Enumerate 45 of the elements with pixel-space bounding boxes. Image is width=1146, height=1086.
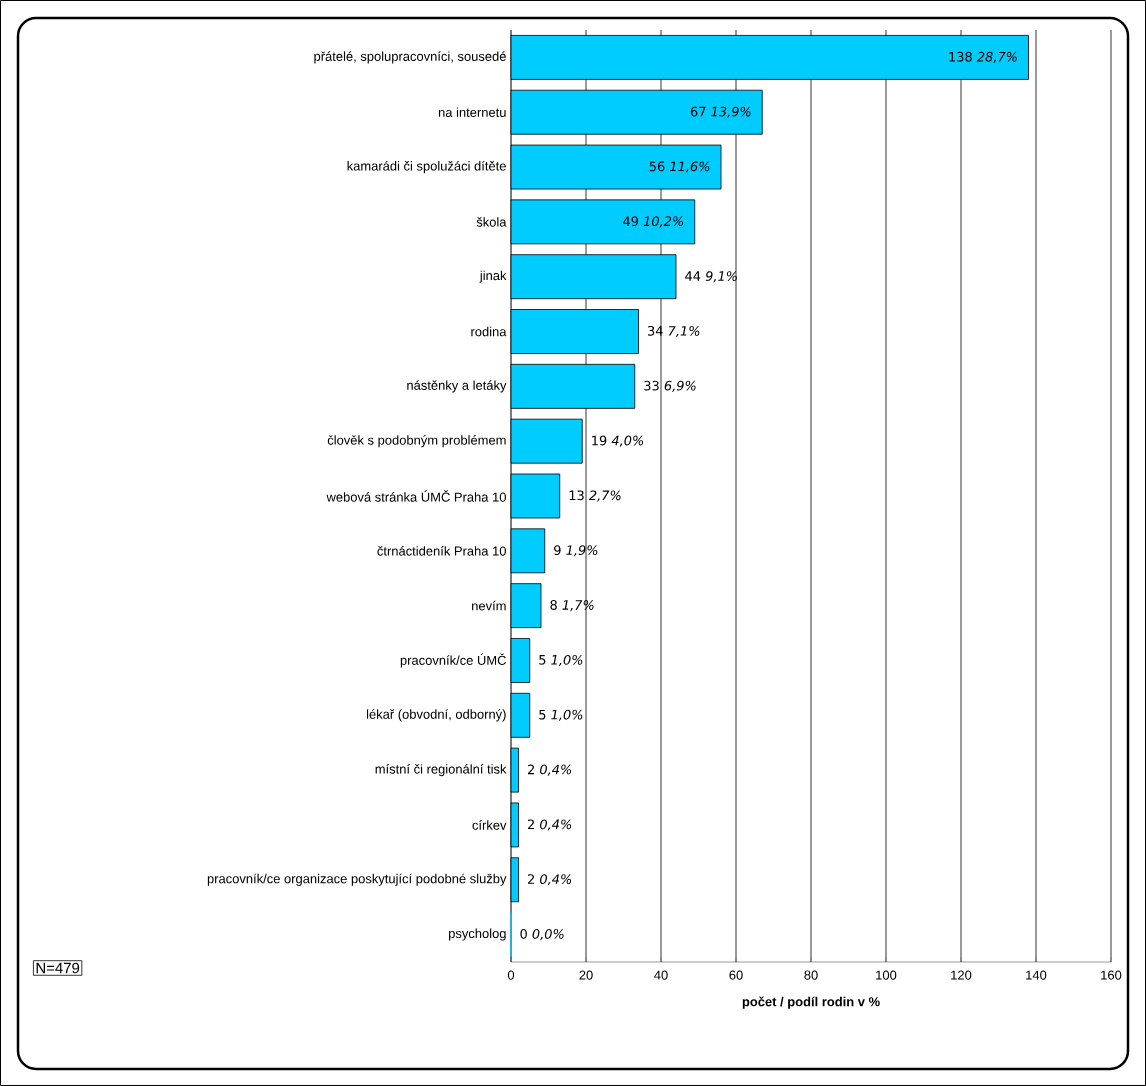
data-label: 5 1,0% [539,709,583,721]
x-tick-label: 160 [1101,970,1122,980]
data-label: 56 11,6% [649,161,710,173]
data-label: 19 4,0% [592,435,644,447]
x-tick-label: 0 [507,970,515,980]
y-tick-label: pracovník/ce ÚMČ [400,653,506,668]
x-tick-label: 60 [729,970,743,980]
data-label: 0 0,0% [520,929,564,941]
x-tick-label: 100 [876,970,897,980]
data-label: 67 13,9% [690,106,751,118]
text: N=479 [36,962,80,974]
x-axis-title: počet / podíl rodin v % [742,996,880,1009]
y-tick-label: církev [472,820,507,830]
y-tick-label: na internetu [438,107,506,117]
data-label: 8 1,7% [550,600,594,612]
data-label: 5 1,0% [539,654,583,667]
y-tick-label: místní či regionální tisk [375,764,507,777]
data-label: 9 1,9% [554,545,598,557]
x-tick-label: 80 [804,970,818,980]
x-tick-label: 20 [579,970,593,980]
data-label: 34 7,1% [648,325,700,338]
y-tick-label: přátelé, spolupracovníci, sousedé [314,51,506,64]
data-label: 49 10,2% [623,216,684,228]
x-tick-label: 120 [951,970,972,980]
y-tick-label: pracovník/ce organizace poskytující podobné služby [207,873,507,886]
y-tick-label: škola [476,217,507,227]
y-tick-label: jinak [479,270,507,283]
y-tick-label: lékař (obvodní, odborný) [366,709,506,722]
x-tick-label: 40 [654,970,668,980]
data-label: 44 9,1% [685,271,737,283]
y-tick-label: psycholog [449,928,506,941]
data-label: 2 0,4% [527,819,572,831]
y-tick-label: nevím [472,600,506,611]
y-tick-label: čtrnáctideník Praha 10 [377,545,506,556]
y-tick-label: webová stránka ÚMČ Praha 10 [326,490,506,502]
data-label: 13 2,7% [569,490,621,502]
data-label: 2 0,4% [527,764,572,776]
data-label: 33 6,9% [644,380,696,392]
y-tick-label: nástěnky a letáky [407,380,507,393]
y-tick-label: kamarádi či spolužáci dítěte [347,160,506,174]
data-label: 2 0,4% [527,874,572,886]
y-tick-label: rodina [471,326,507,337]
data-label: 138 28,7% [949,51,1017,63]
x-tick-label: 140 [1026,970,1047,980]
y-tick-label: člověk s podobným problémem [327,435,506,448]
